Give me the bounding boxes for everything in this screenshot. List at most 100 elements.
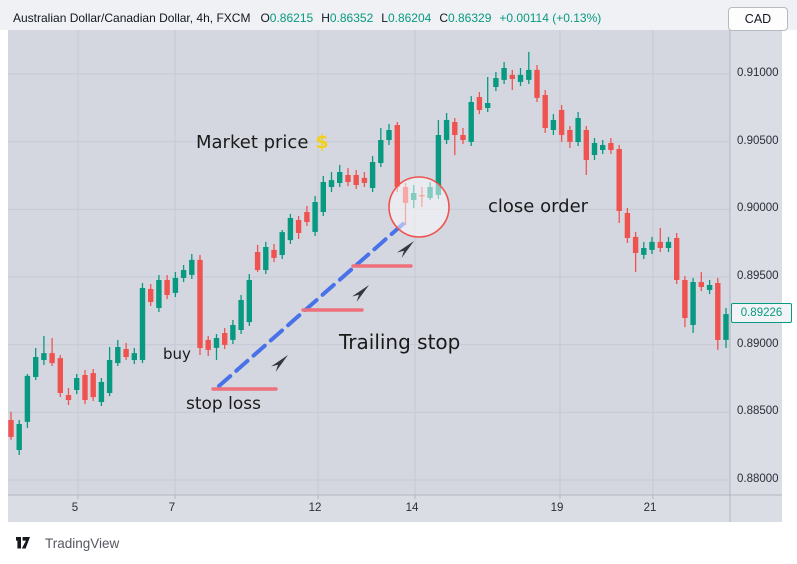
candle — [328, 172, 335, 192]
price-axis-label: 0.90500 — [737, 135, 779, 147]
candle — [238, 295, 244, 334]
cursor-arrow-icon — [352, 285, 369, 302]
candle — [49, 338, 55, 366]
candle — [246, 274, 252, 326]
candle — [16, 420, 22, 455]
candle — [550, 114, 557, 135]
currency-button[interactable]: CAD — [728, 7, 788, 31]
symbol-legend[interactable]: Australian Dollar/Canadian Dollar, 4h, F… — [13, 11, 601, 25]
candle — [616, 145, 622, 223]
ohlc-close: C0.86329 — [439, 11, 492, 25]
candle — [542, 90, 548, 133]
candle — [690, 277, 696, 333]
candle — [583, 126, 589, 175]
cursor-arrows — [271, 241, 414, 372]
tradingview-brand[interactable]: TradingView — [16, 536, 119, 551]
trailing-stop-label[interactable]: Trailing stop — [339, 330, 461, 354]
candle — [641, 241, 647, 259]
candle — [287, 213, 294, 244]
chart-header-band — [0, 0, 797, 30]
price-change: +0.00114 (+0.13%) — [499, 11, 602, 25]
candle — [386, 123, 392, 145]
candle — [213, 334, 220, 360]
price-axis-label: 0.88000 — [737, 473, 779, 485]
candle — [279, 230, 285, 259]
time-axis-label: 5 — [71, 502, 79, 514]
candle — [90, 369, 96, 402]
candle — [271, 244, 277, 262]
candle — [517, 68, 524, 86]
stop-loss-label[interactable]: stop loss — [186, 394, 261, 414]
currency-button-label: CAD — [744, 12, 772, 26]
candle — [115, 339, 121, 366]
candle — [485, 77, 491, 112]
cursor-arrow-icon — [271, 355, 288, 372]
close-order-label[interactable]: close order — [488, 196, 589, 217]
buy-label[interactable]: buy — [163, 345, 191, 363]
candle — [74, 374, 80, 395]
candle — [460, 128, 466, 144]
candle — [57, 355, 63, 397]
candle — [649, 236, 655, 254]
ohlc-high: H0.86352 — [321, 11, 374, 25]
candle — [682, 276, 688, 328]
time-axis-label: 19 — [550, 502, 564, 514]
candle — [82, 370, 88, 405]
price-axis-label: 0.90000 — [737, 202, 779, 214]
candle — [723, 308, 729, 348]
market-price-label[interactable]: Market price $ — [196, 131, 329, 153]
candle — [600, 140, 606, 154]
candle — [98, 378, 105, 406]
candle — [698, 272, 704, 292]
candle — [534, 65, 540, 102]
tradingview-brand-text: TradingView — [45, 536, 120, 551]
highlight-circle[interactable] — [388, 176, 450, 238]
candle — [131, 348, 137, 364]
last-price-tag: 0.89226 — [731, 303, 792, 323]
candle — [558, 105, 565, 142]
candle — [8, 411, 14, 440]
candle — [632, 231, 639, 272]
candle — [353, 170, 359, 189]
candle — [575, 112, 581, 146]
candle — [674, 233, 680, 284]
candle — [24, 374, 31, 428]
candle — [394, 122, 400, 192]
candle — [263, 241, 269, 274]
candle — [608, 138, 614, 154]
candle — [476, 92, 483, 115]
candle — [148, 284, 154, 306]
price-axis-label: 0.88500 — [737, 405, 779, 417]
candle — [254, 244, 261, 272]
candle — [106, 347, 113, 397]
stop-loss-lines[interactable] — [211, 264, 413, 391]
candle — [197, 254, 203, 355]
candle — [361, 172, 368, 187]
price-axis-label: 0.89000 — [737, 338, 779, 350]
candle — [345, 168, 351, 187]
candle — [123, 342, 129, 360]
candle — [452, 118, 458, 156]
cursor-arrow-icon — [397, 241, 414, 258]
candle — [665, 236, 672, 252]
candle — [189, 254, 195, 279]
candle — [526, 51, 532, 84]
candle — [139, 283, 146, 364]
candle — [369, 156, 376, 192]
ohlc-open: O0.86215 — [260, 11, 314, 25]
candle — [222, 328, 228, 349]
candle — [468, 96, 474, 146]
axis-borders — [8, 30, 782, 522]
trailing-stop-trend-line[interactable] — [217, 222, 405, 388]
candle — [567, 126, 573, 148]
candle — [205, 336, 211, 356]
candle — [41, 336, 47, 365]
candle — [509, 69, 515, 90]
dollar-icon: $ — [315, 131, 329, 153]
time-axis-label: 21 — [643, 502, 657, 514]
candle — [295, 216, 302, 239]
candle — [304, 205, 310, 226]
candle — [591, 138, 598, 161]
